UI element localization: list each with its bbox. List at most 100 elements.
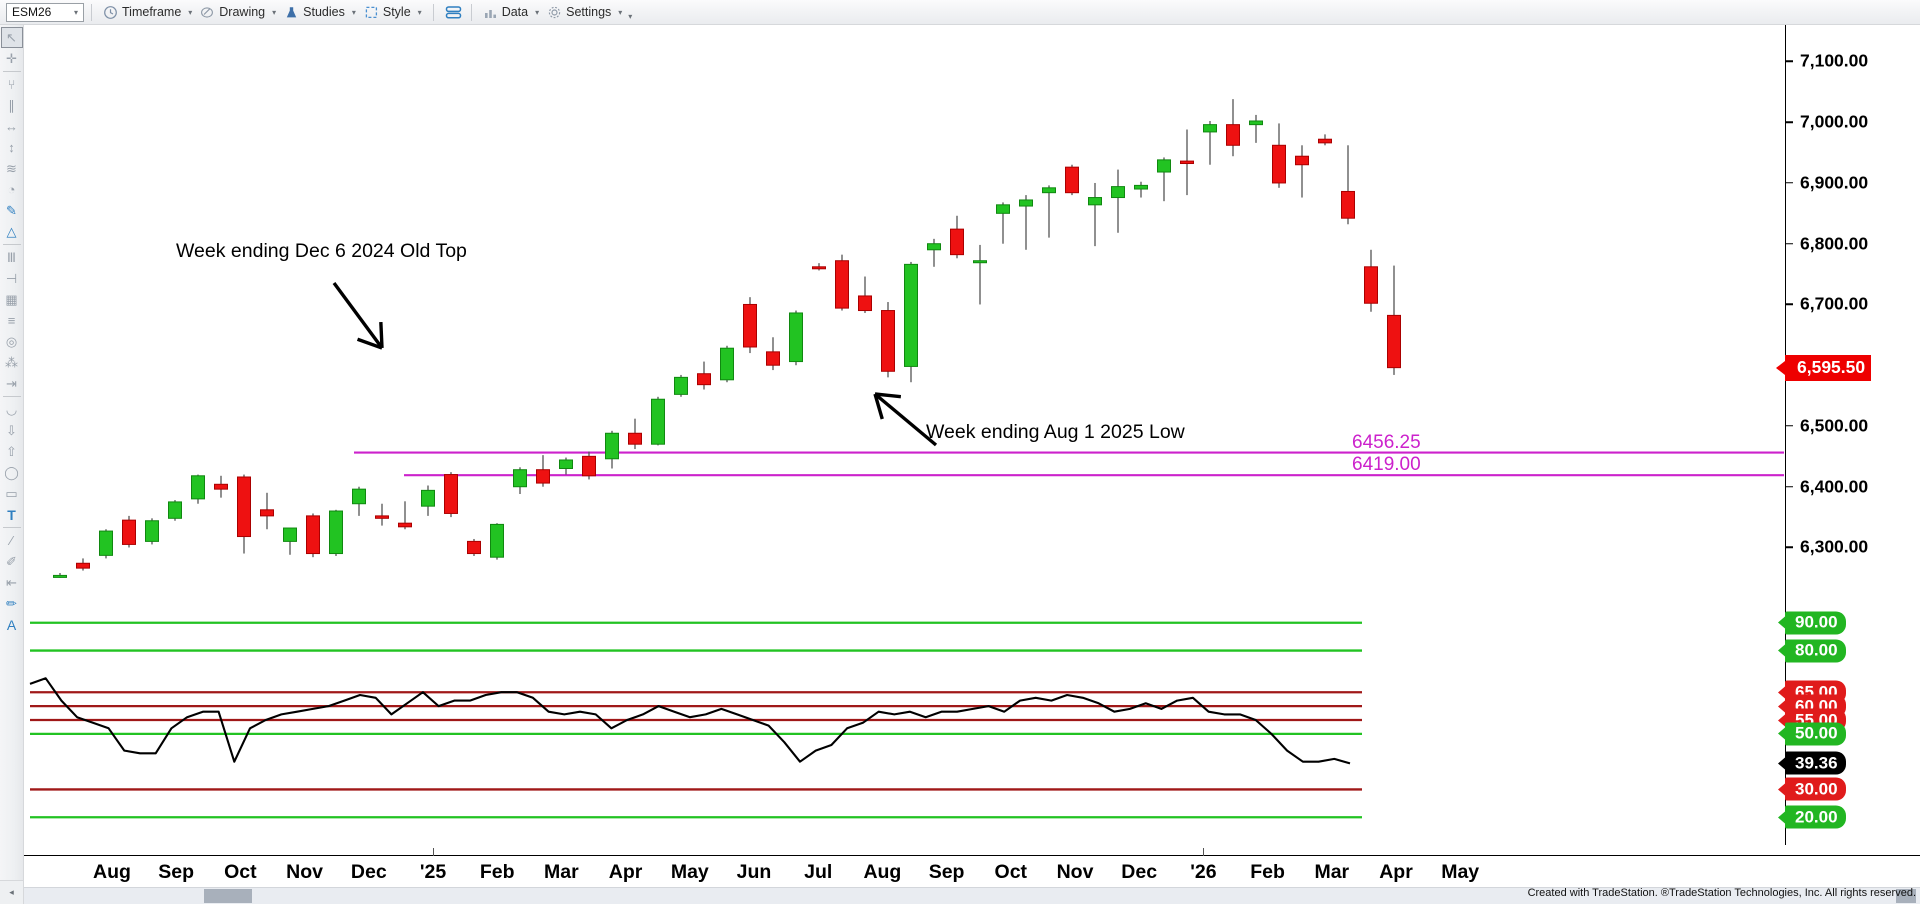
date-axis-label: Sep: [928, 861, 965, 883]
style-icon: [364, 5, 379, 20]
candlestick-bar: [812, 263, 826, 271]
ellipse-icon: ◯: [4, 464, 19, 480]
down-arrow-tool[interactable]: ⇩: [1, 420, 23, 441]
trendline-icon: ✎: [6, 202, 17, 218]
toolbar-label-style: Style: [382, 5, 411, 19]
candlestick-bar: [1249, 114, 1263, 143]
chevron-down-icon[interactable]: ▾: [188, 7, 193, 17]
price-axis[interactable]: 7,100.00 7,000.00 6,900.00 6,800.00 6,700.00…: [1785, 25, 1920, 845]
price-pane[interactable]: [24, 25, 1784, 590]
candlestick-bar: [1364, 249, 1378, 312]
candlestick-bar: [582, 451, 596, 480]
crosshair-tool[interactable]: ✛: [1, 48, 23, 69]
chevron-down-icon[interactable]: ▾: [73, 7, 78, 17]
snap-left-tool[interactable]: ⇤: [1, 572, 23, 593]
candlestick-bar: [1111, 169, 1125, 233]
toolbar-item-drawing[interactable]: Drawing ▾: [196, 2, 280, 23]
triangle-icon: △: [6, 223, 17, 239]
date-axis[interactable]: Aug Sep Oct Nov Dec '25 Feb Mar Apr May Jun Jul Aug S…: [24, 848, 1920, 887]
symbol-input[interactable]: ESM26 ▾: [6, 2, 84, 22]
candlestick-bar: [720, 345, 734, 383]
scroll-corner[interactable]: ◂: [0, 880, 24, 904]
candlestick-bar: [283, 527, 297, 555]
candlestick-bar: [168, 500, 182, 521]
gann-fan-tool[interactable]: ◔: [1, 179, 23, 200]
candlestick-bar: [835, 254, 849, 311]
toolbar-item-style[interactable]: Style ▾: [360, 2, 426, 23]
date-axis-label: Mar: [544, 861, 579, 883]
candlestick-bar: [1295, 145, 1309, 198]
pointer-tool[interactable]: ↖: [0, 27, 23, 48]
edit-drawing-tool[interactable]: ✏: [1, 593, 23, 614]
toolbar-item-layout[interactable]: [441, 2, 464, 23]
candlestick-bar: [1180, 129, 1194, 196]
scatter-tool[interactable]: ⁂: [1, 352, 23, 373]
date-axis-label: Sep: [158, 861, 195, 883]
scrollbar-thumb[interactable]: [204, 889, 252, 903]
target-tool[interactable]: ◎: [1, 331, 23, 352]
fork-tool[interactable]: ⑂: [1, 74, 23, 95]
rsi-pane[interactable]: [24, 595, 1784, 845]
horizontal-lines-tool[interactable]: ≡: [1, 310, 23, 331]
candlestick-bar: [605, 430, 619, 469]
support-line-label: 6419.00: [1352, 454, 1421, 476]
toolbar-item-data[interactable]: Data ▾: [479, 2, 543, 23]
rectangle-tool[interactable]: ▭: [1, 483, 23, 504]
vertical-arrow-tool[interactable]: ↕: [1, 137, 23, 158]
toolbar-overflow-icon[interactable]: ▾: [628, 12, 633, 21]
scrollbar-thumb-right[interactable]: [1896, 889, 1916, 903]
text-tool[interactable]: T: [1, 504, 23, 525]
grid-tool[interactable]: ▦: [1, 289, 23, 310]
price-axis-tick: [1786, 546, 1793, 549]
snap-left-icon: ⇤: [6, 574, 17, 590]
triangle-tool[interactable]: △: [1, 221, 23, 242]
up-arrow-tool[interactable]: ⇧: [1, 441, 23, 462]
toolbar-item-timeframe[interactable]: Timeframe ▾: [99, 2, 196, 23]
chevron-down-icon[interactable]: ▾: [272, 7, 277, 17]
candlestick-bar: [214, 475, 228, 498]
candlestick-bar: [1134, 181, 1148, 198]
chart-area[interactable]: ESM26 - Weekly CME L=6,595.50 6456.25 64…: [24, 25, 1920, 880]
candlestick-bar: [950, 215, 964, 259]
price-axis-tick: [1786, 242, 1793, 245]
candlestick-bar: [628, 418, 642, 450]
chevron-down-icon[interactable]: ▾: [618, 7, 623, 17]
symbol-value: ESM26: [12, 5, 52, 19]
chevron-down-icon[interactable]: ▾: [417, 7, 422, 17]
toolbar-item-settings[interactable]: Settings ▾: [543, 2, 626, 23]
left-arrow-icon[interactable]: ◂: [9, 887, 14, 897]
bar-marker-tool[interactable]: ⊣: [1, 268, 23, 289]
date-axis-label: Mar: [1314, 861, 1350, 883]
gann-fan-icon: ◔: [7, 182, 16, 197]
text-edit-tool[interactable]: A: [1, 614, 23, 635]
toolbar-label-timeframe: Timeframe: [122, 5, 182, 19]
trendline-tool[interactable]: ✎: [1, 200, 23, 221]
hidden-line-tool[interactable]: ∕: [1, 530, 23, 551]
delete-drawing-icon: ✐: [6, 553, 17, 569]
horizontal-scrollbar[interactable]: [24, 887, 1920, 904]
candlestick-bar: [858, 276, 872, 313]
ellipse-tool[interactable]: ◯: [1, 462, 23, 483]
arc-tool[interactable]: ◡: [1, 399, 23, 420]
fan-lines-tool[interactable]: ≋: [1, 158, 23, 179]
chevron-down-icon[interactable]: ▾: [535, 7, 540, 17]
delete-drawing-tool[interactable]: ✐: [1, 551, 23, 572]
candlestick-bar: [1387, 265, 1401, 375]
scatter-icon: ⁂: [5, 354, 18, 370]
toolbar-item-studies[interactable]: Studies ▾: [280, 2, 360, 23]
candlestick-bar: [1042, 185, 1056, 238]
clock-icon: [103, 5, 118, 20]
rectangle-icon: ▭: [5, 485, 18, 501]
chevron-down-icon[interactable]: ▾: [351, 7, 356, 17]
horizontal-arrow-tool[interactable]: ↔: [1, 116, 23, 137]
horizontal-lines-icon: ≡: [7, 313, 16, 328]
edit-drawing-icon: ✏: [6, 595, 17, 611]
vertical-bars-tool[interactable]: Ⅲ: [1, 247, 23, 268]
crosshair-icon: ✛: [6, 50, 17, 66]
parallel-lines-tool[interactable]: ∥: [1, 95, 23, 116]
candlestick-bar: [651, 396, 665, 446]
hidden-line-icon: ∕: [10, 533, 13, 548]
snap-right-tool[interactable]: ⇥: [1, 373, 23, 394]
vertical-bars-icon: Ⅲ: [7, 249, 16, 265]
